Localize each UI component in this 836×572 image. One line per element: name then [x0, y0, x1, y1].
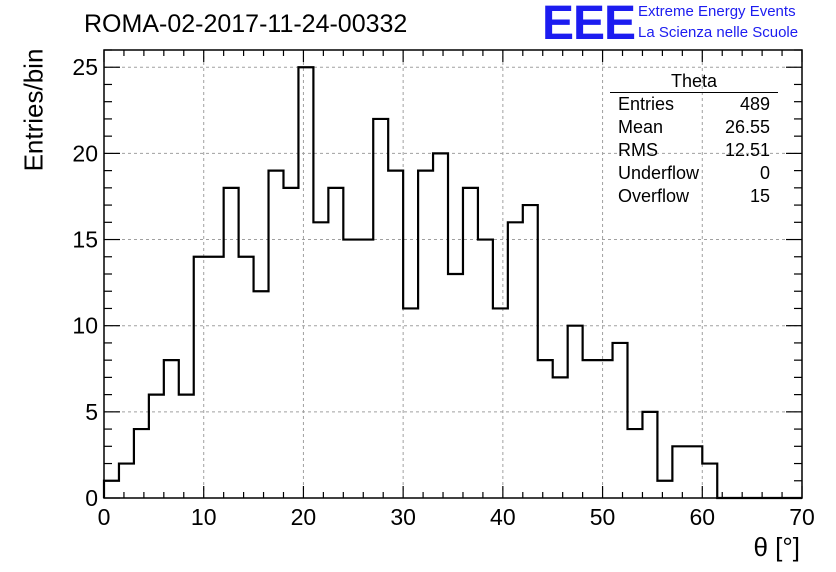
histogram-bin [313, 222, 328, 498]
histogram-bin [523, 205, 538, 498]
y-axis-label: Entries/bin [18, 48, 49, 172]
histogram-bin [134, 429, 149, 498]
x-tick-label: 30 [390, 504, 416, 530]
y-tick-label: 5 [85, 399, 98, 425]
histogram-bin [209, 257, 224, 498]
histogram-bin [328, 188, 343, 498]
histogram-bin [388, 171, 403, 498]
histogram-bin [538, 360, 553, 498]
histogram-bin [657, 481, 672, 498]
x-tick-label: 0 [98, 504, 111, 530]
histogram-bin [642, 412, 657, 498]
histogram-bin [463, 188, 478, 498]
histogram-bin [119, 464, 134, 498]
histogram-bin [478, 240, 493, 498]
stats-label: Underflow [618, 163, 700, 183]
histogram-bars [102, 66, 802, 500]
histogram-bin [179, 395, 194, 498]
x-axis-label: θ [°] [753, 532, 800, 562]
y-tick-label: 10 [72, 313, 98, 339]
histogram-bin [598, 360, 613, 498]
histogram-bin [149, 395, 164, 498]
run-title: ROMA-02-2017-11-24-00332 [84, 10, 408, 38]
histogram-bin [508, 222, 523, 498]
stats-value: 0 [759, 163, 770, 183]
histogram-bin [104, 481, 119, 498]
y-tick-label: 25 [72, 54, 98, 80]
histogram-bin [164, 360, 179, 498]
stats-label: RMS [618, 140, 658, 160]
histogram-outline [102, 66, 802, 500]
x-tick-label: 60 [689, 504, 715, 530]
histogram-bin [702, 464, 717, 498]
stats-value: 489 [739, 94, 770, 114]
stats-row-overflow: Overflow 15 [610, 185, 778, 208]
logo-subtitle-1: Extreme Energy Events [638, 3, 796, 20]
histogram-bin [343, 240, 358, 498]
y-tick-label: 20 [72, 140, 98, 166]
stats-row-underflow: Underflow 0 [610, 162, 778, 185]
histogram-bin [194, 257, 209, 498]
histogram-bin [672, 446, 687, 498]
histogram-bin [613, 343, 628, 498]
histogram-bin [358, 240, 373, 498]
histogram-bin [687, 446, 702, 498]
y-tick-label: 0 [85, 485, 98, 511]
histogram-bin [283, 188, 298, 498]
grid-lines [104, 50, 802, 498]
histogram-bin [553, 377, 568, 498]
histogram-bin [418, 171, 433, 498]
histogram-bin [448, 274, 463, 498]
stats-value: 26.55 [724, 117, 770, 137]
histogram-bin [373, 119, 388, 498]
histogram-bin [269, 171, 284, 498]
histogram-bin [224, 188, 239, 498]
x-tick-label: 40 [490, 504, 516, 530]
axis-ticks [103, 49, 803, 499]
y-tick-label: 15 [72, 227, 98, 253]
histogram-bin [493, 308, 508, 498]
stats-label: Mean [618, 117, 664, 137]
stats-row-rms: RMS 12.51 [610, 139, 778, 162]
histogram-bin [583, 360, 598, 498]
stats-label: Overflow [618, 186, 690, 206]
stats-row-mean: Mean 26.55 [610, 116, 778, 139]
x-tick-label: 50 [590, 504, 616, 530]
histogram-bin [254, 291, 269, 498]
histogram-bin [239, 257, 254, 498]
x-tick-label: 10 [191, 504, 217, 530]
stats-box: Theta Entries 489 Mean 26.55 RMS 12.51 U… [610, 70, 778, 208]
eee-logo: EEE [542, 0, 636, 50]
x-tick-label: 70 [789, 504, 815, 530]
stats-title: Theta [610, 70, 778, 93]
histogram-bin [298, 67, 313, 498]
tick-labels: 0 10 20 30 40 50 60 70 0 5 10 15 20 25 [72, 54, 814, 530]
x-tick-label: 20 [291, 504, 317, 530]
stats-value: 12.51 [724, 140, 770, 160]
histogram-bin [403, 308, 418, 498]
stats-row-entries: Entries 489 [610, 93, 778, 116]
logo-subtitle-2: La Scienza nelle Scuole [638, 24, 799, 41]
stats-value: 15 [749, 186, 770, 206]
histogram-bin [628, 429, 643, 498]
stats-label: Entries [618, 94, 675, 114]
